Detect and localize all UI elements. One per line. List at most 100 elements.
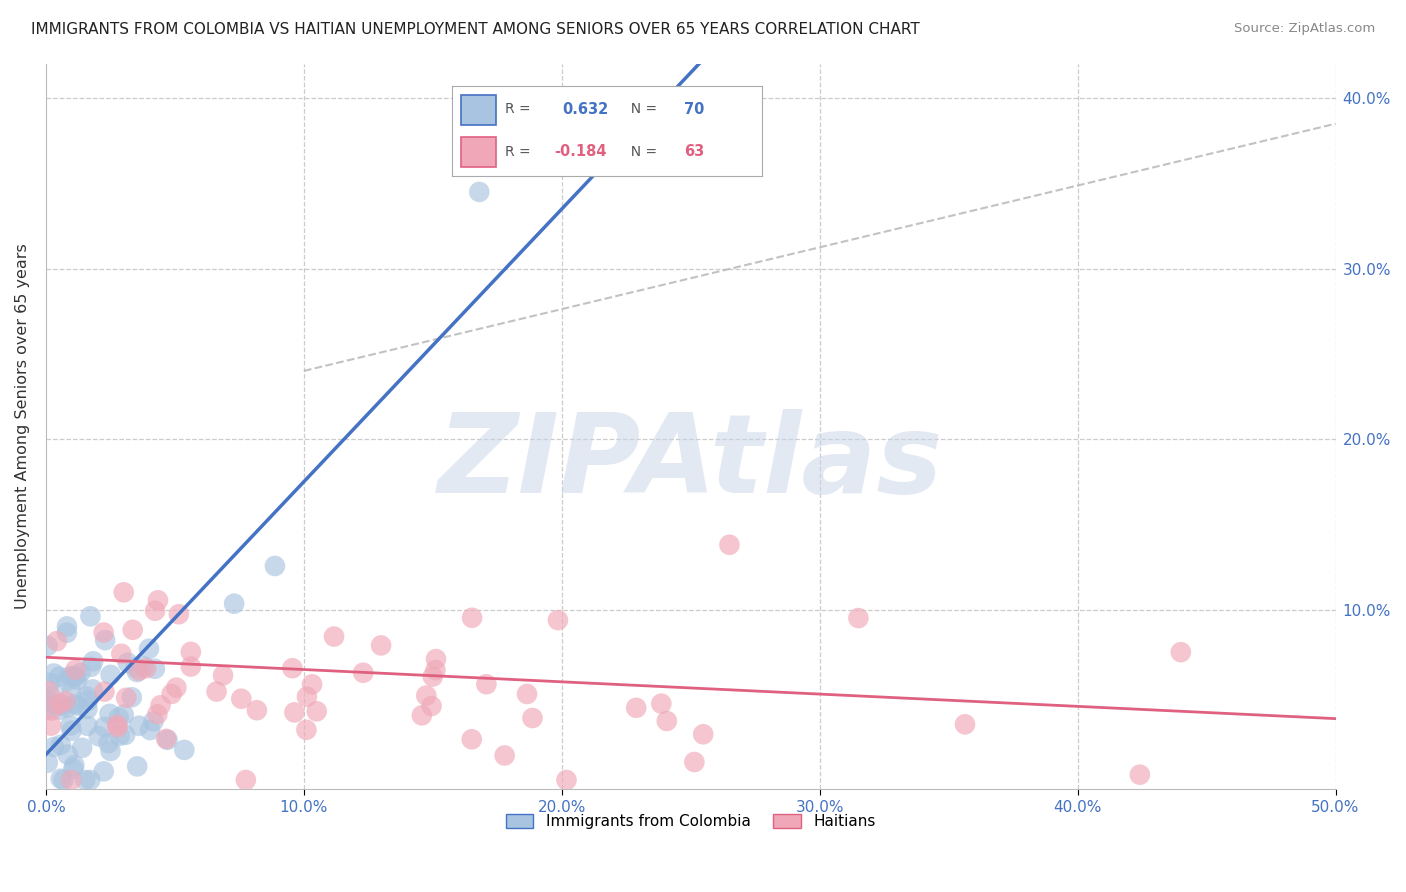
- Point: [66, 673, 89, 687]
- Point: [422, 669, 444, 683]
- Point: [76, 690, 98, 704]
- Point: [626, 700, 648, 714]
- Point: [42, 739, 65, 754]
- Point: [37, 639, 59, 653]
- Point: [127, 759, 149, 773]
- Legend: Immigrants from Colombia, Haitians: Immigrants from Colombia, Haitians: [501, 807, 882, 835]
- Point: [49, 772, 72, 786]
- Point: [94, 633, 117, 648]
- Point: [370, 639, 392, 653]
- Point: [139, 723, 162, 737]
- Point: [1129, 767, 1152, 781]
- Point: [420, 698, 443, 713]
- Point: [121, 623, 143, 637]
- Point: [37, 756, 59, 770]
- Point: [63, 758, 86, 772]
- Point: [425, 663, 447, 677]
- Point: [146, 707, 169, 722]
- Point: [65, 663, 87, 677]
- Point: [246, 703, 269, 717]
- Point: [281, 661, 304, 675]
- Point: [60, 723, 83, 738]
- Point: [143, 604, 166, 618]
- Point: [205, 684, 228, 698]
- Point: [114, 728, 136, 742]
- Point: [132, 659, 155, 673]
- Point: [42, 666, 65, 681]
- Point: [212, 668, 235, 682]
- Point: [323, 630, 346, 644]
- Point: [522, 711, 544, 725]
- Point: [56, 619, 79, 633]
- Point: [63, 698, 86, 712]
- Point: [125, 660, 148, 674]
- Point: [48, 697, 70, 711]
- Point: [224, 597, 246, 611]
- Point: [93, 625, 115, 640]
- Point: [655, 714, 678, 728]
- Point: [82, 654, 104, 668]
- Point: [100, 668, 122, 682]
- Point: [49, 738, 72, 752]
- Point: [516, 687, 538, 701]
- Point: [80, 660, 103, 674]
- Text: ZIPAtlas: ZIPAtlas: [439, 409, 943, 516]
- Point: [110, 647, 132, 661]
- Point: [112, 585, 135, 599]
- Point: [173, 743, 195, 757]
- Point: [59, 669, 82, 683]
- Point: [461, 732, 484, 747]
- Point: [56, 625, 79, 640]
- Point: [352, 665, 374, 680]
- Point: [105, 717, 128, 731]
- Point: [70, 740, 93, 755]
- Point: [62, 762, 84, 776]
- Point: [59, 718, 82, 732]
- Point: [146, 593, 169, 607]
- Point: [76, 702, 98, 716]
- Point: [93, 720, 115, 734]
- Point: [475, 677, 498, 691]
- Point: [155, 731, 177, 746]
- Point: [425, 652, 447, 666]
- Point: [108, 729, 131, 743]
- Point: [93, 764, 115, 779]
- Point: [98, 706, 121, 721]
- Point: [60, 772, 83, 787]
- Text: IMMIGRANTS FROM COLOMBIA VS HAITIAN UNEMPLOYMENT AMONG SENIORS OVER 65 YEARS COR: IMMIGRANTS FROM COLOMBIA VS HAITIAN UNEM…: [31, 22, 920, 37]
- Point: [53, 694, 76, 708]
- Text: Source: ZipAtlas.com: Source: ZipAtlas.com: [1234, 22, 1375, 36]
- Point: [180, 659, 202, 673]
- Point: [295, 723, 318, 737]
- Point: [149, 698, 172, 713]
- Point: [82, 682, 104, 697]
- Point: [115, 690, 138, 705]
- Point: [65, 669, 87, 683]
- Point: [37, 702, 59, 716]
- Point: [128, 719, 150, 733]
- Point: [301, 677, 323, 691]
- Point: [235, 772, 257, 787]
- Point: [121, 690, 143, 705]
- Point: [37, 698, 59, 712]
- Point: [180, 645, 202, 659]
- Point: [75, 772, 97, 787]
- Point: [77, 694, 100, 708]
- Point: [49, 698, 72, 713]
- Point: [283, 706, 305, 720]
- Point: [52, 772, 75, 787]
- Point: [107, 720, 129, 734]
- Point: [55, 674, 77, 689]
- Point: [415, 689, 437, 703]
- Point: [953, 717, 976, 731]
- Point: [692, 727, 714, 741]
- Point: [683, 755, 706, 769]
- Point: [494, 748, 516, 763]
- Point: [264, 559, 287, 574]
- Point: [56, 747, 79, 762]
- Point: [650, 697, 672, 711]
- Point: [39, 719, 62, 733]
- Point: [56, 700, 79, 714]
- Point: [468, 185, 491, 199]
- Y-axis label: Unemployment Among Seniors over 65 years: Unemployment Among Seniors over 65 years: [15, 244, 30, 609]
